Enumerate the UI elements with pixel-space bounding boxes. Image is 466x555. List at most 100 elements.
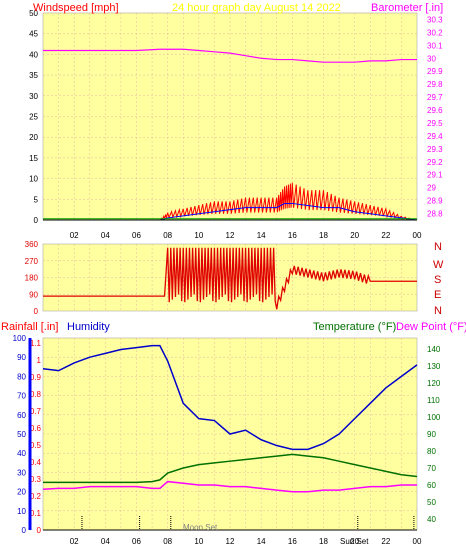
wind-tick-label: 20 <box>29 133 38 142</box>
humidity-tick-label: 0 <box>22 526 27 535</box>
wind-tick-label: 5 <box>34 195 39 204</box>
humidity-tick-label: 70 <box>17 392 26 401</box>
rain-tick-label: 1.1 <box>30 339 42 348</box>
temperature-series-line <box>43 453 418 484</box>
baro-tick-label: 28.9 <box>427 197 443 206</box>
time-tick-label: 12 <box>226 537 235 546</box>
baro-tick-label: 29.7 <box>427 93 443 102</box>
temp-tick-label: 130 <box>427 362 441 371</box>
time-tick-label: 20 <box>350 537 359 546</box>
compass-n-bottom: N <box>434 305 442 317</box>
wind-direction-series-line <box>43 247 417 310</box>
time-tick-label: 08 <box>163 537 172 546</box>
rain-tick-label: 0.7 <box>30 407 42 416</box>
time-tick-label: 10 <box>194 231 203 240</box>
humidity-tick-label: 50 <box>17 430 26 439</box>
baro-tick-label: 29.8 <box>427 80 443 89</box>
chart-marks <box>42 48 418 530</box>
direction-tick-label: 0 <box>34 307 39 316</box>
rain-tick-label: 0 <box>37 526 42 535</box>
rain-tick-label: 0.9 <box>30 373 42 382</box>
time-tick-label: 20 <box>350 231 359 240</box>
humidity-axis-label: Humidity <box>67 321 110 333</box>
temp-tick-label: 90 <box>427 430 436 439</box>
temp-tick-label: 70 <box>427 464 436 473</box>
rain-tick-label: 0.3 <box>30 475 42 484</box>
time-tick-label: 18 <box>319 231 328 240</box>
wind-tick-label: 30 <box>29 92 38 101</box>
baro-tick-label: 29.2 <box>427 158 443 167</box>
baro-tick-label: 28.8 <box>427 210 443 219</box>
time-tick-label: 06 <box>132 537 141 546</box>
sun-set-label: Sun Set <box>340 537 369 546</box>
rainfall-axis-label: Rainfall [.in] <box>1 321 58 333</box>
temp-tick-label: 120 <box>427 379 441 388</box>
wind-tick-label: 15 <box>29 154 38 163</box>
direction-tick-label: 360 <box>25 240 39 249</box>
wind-tick-label: 25 <box>29 113 38 122</box>
time-tick-label: 12 <box>226 231 235 240</box>
barometer-series-line <box>43 48 417 63</box>
time-tick-label: 16 <box>288 537 297 546</box>
time-tick-label: 14 <box>257 231 266 240</box>
time-tick-label: 22 <box>381 231 390 240</box>
compass-e: E <box>434 289 441 301</box>
rain-tick-label: 0.8 <box>30 390 42 399</box>
time-tick-label: 16 <box>288 231 297 240</box>
dewpoint-axis-label: Dew Point (°F) <box>396 321 466 333</box>
temp-tick-label: 110 <box>427 396 440 405</box>
time-tick-label: 02 <box>70 231 79 240</box>
baro-tick-label: 29.1 <box>427 171 443 180</box>
axes: 0510152025303540455028.828.92929.129.229… <box>13 9 443 546</box>
compass-w: W <box>433 259 444 271</box>
time-tick-label: 02 <box>70 537 79 546</box>
time-tick-label: 08 <box>163 231 172 240</box>
wind-tick-label: 35 <box>29 71 38 80</box>
temp-tick-label: 140 <box>427 345 441 354</box>
humidity-tick-label: 40 <box>17 449 26 458</box>
time-tick-label: 04 <box>101 537 110 546</box>
time-tick-label: 00 <box>413 537 422 546</box>
baro-tick-label: 29 <box>427 184 436 193</box>
wind-tick-label: 40 <box>29 50 38 59</box>
time-tick-label: 18 <box>319 537 328 546</box>
baro-tick-label: 29.6 <box>427 106 443 115</box>
direction-tick-label: 90 <box>29 290 38 299</box>
barometer-axis-label: Barometer [.in] <box>371 2 443 14</box>
compass-s: S <box>434 274 441 286</box>
time-tick-label: 14 <box>257 537 266 546</box>
humidity-tick-label: 90 <box>17 353 26 362</box>
baro-tick-label: 29.5 <box>427 119 443 128</box>
rain-tick-label: 0.4 <box>30 458 42 467</box>
rain-tick-label: 0.6 <box>30 424 42 433</box>
humidity-tick-label: 30 <box>17 468 26 477</box>
temp-tick-label: 60 <box>427 481 436 490</box>
temp-tick-label: 80 <box>427 447 436 456</box>
rain-tick-label: 0.2 <box>30 492 42 501</box>
rain-tick-label: 1 <box>37 356 42 365</box>
baro-tick-label: 30.2 <box>427 28 443 37</box>
wind-tick-label: 45 <box>29 30 38 39</box>
baro-tick-label: 29.9 <box>427 67 443 76</box>
humidity-tick-label: 100 <box>13 334 27 343</box>
time-tick-label: 06 <box>132 231 141 240</box>
moon-set-label: Moon Set <box>183 523 218 532</box>
humidity-series-line <box>42 344 418 451</box>
baro-tick-label: 30 <box>427 54 436 63</box>
baro-tick-label: 30.3 <box>427 15 443 24</box>
wind-tick-label: 50 <box>29 9 38 18</box>
wind-tick-label: 10 <box>29 175 38 184</box>
baro-tick-label: 29.4 <box>427 132 443 141</box>
temp-tick-label: 100 <box>427 413 441 422</box>
time-tick-label: 00 <box>413 231 422 240</box>
humidity-tick-label: 60 <box>17 411 26 420</box>
humidity-tick-label: 80 <box>17 372 26 381</box>
time-tick-label: 10 <box>194 537 203 546</box>
humidity-tick-label: 20 <box>17 488 26 497</box>
dewpoint-series-line <box>42 480 417 493</box>
direction-tick-label: 270 <box>25 257 39 266</box>
direction-tick-label: 180 <box>25 274 39 283</box>
humidity-tick-label: 10 <box>17 507 26 516</box>
